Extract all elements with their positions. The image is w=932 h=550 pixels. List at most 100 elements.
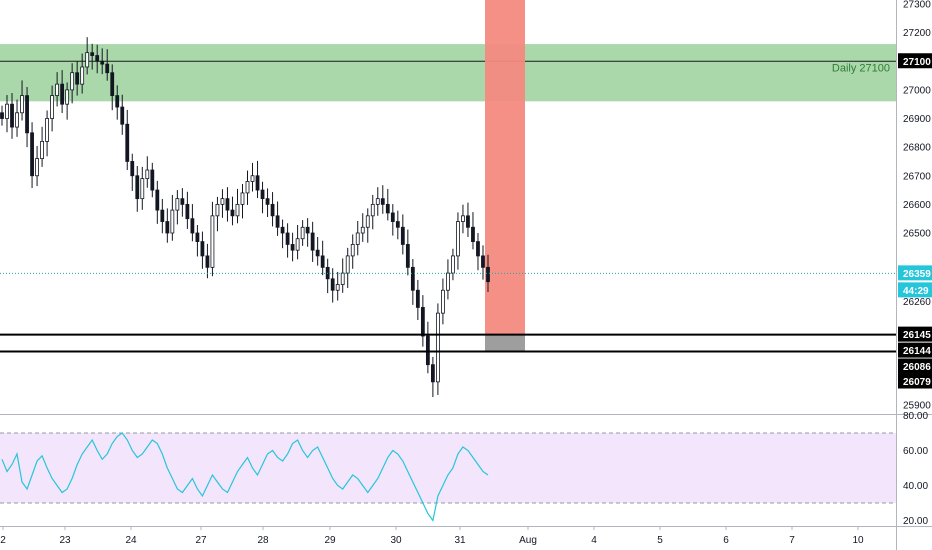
candle-body xyxy=(435,312,440,383)
candle-body xyxy=(235,203,240,217)
candle-body xyxy=(420,307,425,337)
candle-body xyxy=(315,249,320,257)
daily-level-badge: 27100 xyxy=(903,57,931,68)
candle-body xyxy=(240,192,245,205)
candle-body xyxy=(415,289,420,308)
candle-body xyxy=(360,226,365,234)
candle-body xyxy=(335,284,340,291)
candle-body xyxy=(75,72,80,85)
candle-body xyxy=(5,103,9,119)
rsi-tick-label: 20.00 xyxy=(903,516,928,527)
date-tick-label: 5 xyxy=(657,535,663,546)
price-axis[interactable]: 27300 27200 27000 26900 26800 26700 26600 26500… xyxy=(898,0,932,527)
candle-body xyxy=(446,272,450,291)
candle-body xyxy=(180,198,185,205)
candle-body xyxy=(55,83,60,97)
candle-body xyxy=(95,55,100,62)
candle-body xyxy=(476,241,480,257)
level-badge-26144: 26144 xyxy=(903,346,931,357)
level-badge-26144-bg xyxy=(898,342,932,358)
candle-body xyxy=(185,203,190,220)
candle-body xyxy=(390,212,395,222)
date-tick-label: 31 xyxy=(454,535,466,546)
candle-body xyxy=(451,255,455,274)
date-tick-label: 7 xyxy=(789,535,795,546)
rsi-tick-label: 60.00 xyxy=(903,446,928,457)
candle-body xyxy=(340,272,345,285)
candle-body xyxy=(245,181,250,194)
date-tick-label: 30 xyxy=(390,535,402,546)
candle-body xyxy=(200,241,205,257)
candles-layer xyxy=(0,37,490,398)
candle-body xyxy=(70,72,75,91)
candle-body xyxy=(310,232,315,251)
candle-body xyxy=(115,95,120,108)
candle-body xyxy=(260,189,265,200)
date-tick-label: 23 xyxy=(59,535,71,546)
candle-body xyxy=(130,161,135,177)
candle-body xyxy=(15,112,19,128)
candle-body xyxy=(170,209,175,234)
candle-body xyxy=(456,221,460,257)
candle-body xyxy=(100,60,105,65)
candle-body xyxy=(405,244,410,268)
price-tick-label: 26800 xyxy=(903,143,931,154)
candle-body xyxy=(345,255,350,274)
candle-body xyxy=(135,175,140,200)
price-tick-label: 27300 xyxy=(903,0,931,11)
candle-body xyxy=(461,215,465,222)
candle-body xyxy=(120,106,125,125)
candle-body xyxy=(425,335,430,366)
candle-body xyxy=(60,83,65,105)
candle-body xyxy=(265,198,270,205)
last-price-badge: 26359 xyxy=(903,269,931,280)
daily-zone-label: Daily 27100 xyxy=(832,62,890,74)
candle-body xyxy=(230,209,235,217)
price-tick-label: 26600 xyxy=(903,200,931,211)
grey-zone xyxy=(485,334,525,352)
candle-body xyxy=(155,189,160,211)
levels-layer xyxy=(0,272,896,353)
candle-body xyxy=(220,198,225,205)
red-time-zone xyxy=(485,0,525,337)
candle-body xyxy=(40,140,44,159)
price-tick-label: 27200 xyxy=(903,28,931,39)
candle-body xyxy=(250,175,255,182)
candle-body xyxy=(125,123,130,162)
candle-body xyxy=(441,289,445,314)
candle-body xyxy=(466,215,470,228)
candle-body xyxy=(481,255,485,268)
daily-zone xyxy=(0,44,896,102)
rsi-tick-label: 80.00 xyxy=(903,411,928,422)
price-tick-label: 26500 xyxy=(903,229,931,240)
date-tick-label: 2 xyxy=(0,535,6,546)
level-badge-26079: 26079 xyxy=(903,377,931,388)
candle-body xyxy=(165,221,170,234)
candle-body xyxy=(10,103,14,128)
candle-body xyxy=(471,226,475,242)
price-tick-label: 25900 xyxy=(903,400,931,411)
rsi-tick-label: 40.00 xyxy=(903,481,928,492)
date-tick-label: 24 xyxy=(125,535,137,546)
rsi-line xyxy=(1,432,489,522)
candle-body xyxy=(160,209,165,222)
candle-body xyxy=(50,95,55,119)
candle-body xyxy=(30,132,34,177)
level-badge-26079-bg xyxy=(898,373,932,389)
candle-body xyxy=(110,72,115,96)
date-tick-label: 10 xyxy=(852,535,864,546)
rsi-band xyxy=(0,433,896,503)
candle-body xyxy=(410,266,415,291)
candle-body xyxy=(0,112,4,119)
candle-body xyxy=(285,232,290,245)
rsi-pane xyxy=(0,432,896,522)
date-tick-label: 28 xyxy=(257,535,269,546)
candle-body xyxy=(275,215,280,228)
time-axis[interactable]: 2 23 24 27 28 29 30 31 Aug 4 5 6 7 10 xyxy=(0,526,864,546)
daily-level-badge-bg xyxy=(898,53,932,69)
price-tick-label: 26260 xyxy=(903,297,931,308)
candle-body xyxy=(320,255,325,268)
candle-body xyxy=(295,238,300,251)
